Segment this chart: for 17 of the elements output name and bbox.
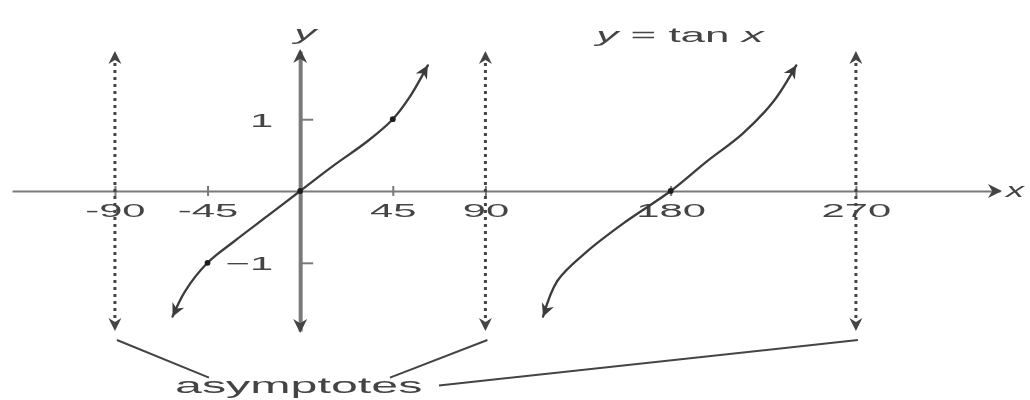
x-tick-label: 180: [636, 200, 707, 222]
x-tick-label: -45: [177, 200, 239, 222]
point: [389, 116, 396, 123]
line-series: [171, 64, 429, 318]
line-series: [541, 64, 798, 318]
chart-title: y = tan x: [593, 23, 767, 47]
x-tick-label: 90: [462, 200, 510, 222]
point: [204, 259, 211, 266]
x-tick-label: 270: [821, 200, 892, 222]
y-tick-label: −1: [225, 253, 274, 275]
x-tick-label: 45: [370, 200, 417, 222]
x-tick-label: -90: [85, 200, 146, 222]
y-axis-title: y: [291, 21, 319, 45]
x-axis-title: x: [1003, 179, 1026, 202]
text: asymptotes: [175, 373, 423, 398]
point: [297, 188, 304, 194]
y-tick-label: 1: [249, 109, 274, 131]
